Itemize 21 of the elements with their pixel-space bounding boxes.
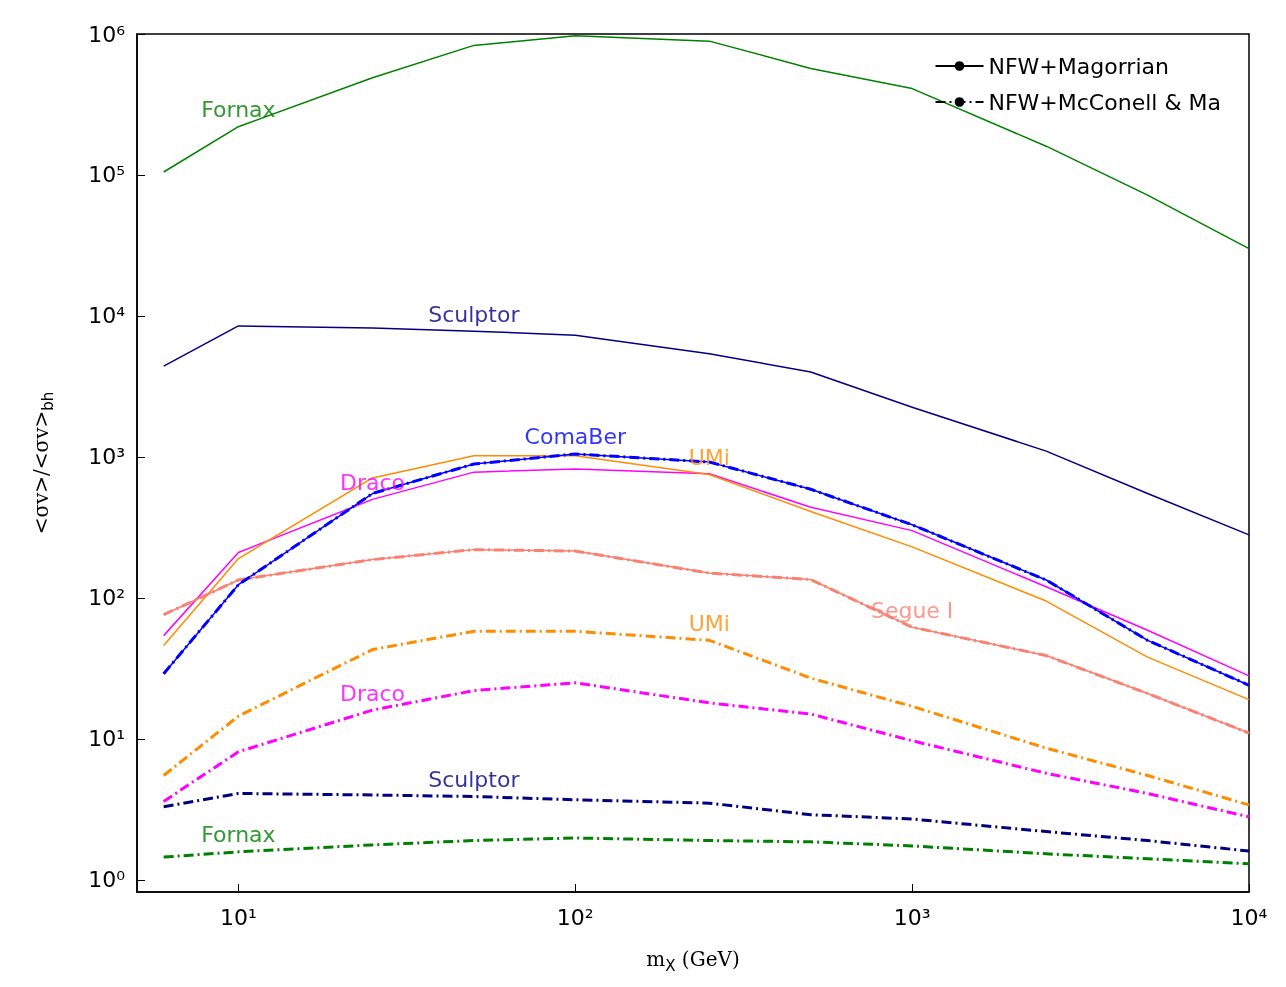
x-tick-label: 10² (556, 904, 594, 930)
y-tick-label: 10³ (88, 444, 125, 470)
legend-label: NFW+McConell & Ma (988, 89, 1222, 115)
y-tick-label: 10⁰ (88, 867, 126, 893)
y-tick-label: 10⁴ (88, 303, 126, 329)
annotation: Sculptor (428, 767, 521, 793)
annotation: Draco (339, 680, 405, 706)
annotation: Fornax (201, 97, 276, 123)
x-tick-label: 10³ (893, 904, 931, 930)
annotation: Fornax (201, 822, 276, 848)
annotation: Sculptor (428, 301, 521, 327)
x-tick-label: 10¹ (219, 904, 257, 930)
y-axis-title: <σv>/<σv>bh (28, 391, 57, 535)
annotation: ComaBer (524, 424, 627, 450)
y-tick-label: 10¹ (88, 726, 125, 752)
x-tick-label: 10⁴ (1230, 904, 1268, 930)
legend-label: NFW+Magorrian (988, 53, 1169, 79)
y-tick-label: 10⁶ (88, 21, 126, 47)
y-tick-label: 10² (88, 585, 125, 611)
annotation: UMi (688, 610, 730, 636)
y-tick-label: 10⁵ (88, 162, 125, 188)
